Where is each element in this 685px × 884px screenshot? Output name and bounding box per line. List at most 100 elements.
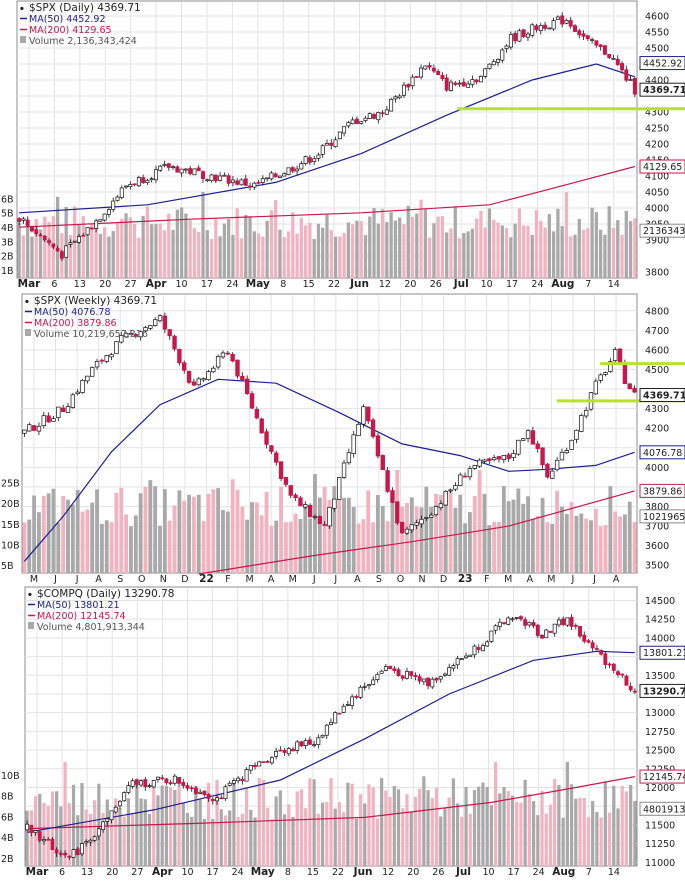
compq-daily-volume-bar (135, 781, 139, 866)
spx-daily-x-tick-label: 12 (379, 279, 391, 290)
spx-daily-candle-body (384, 109, 389, 115)
spx-weekly-volume-bar (322, 486, 327, 573)
spx-weekly-candle-body (70, 394, 76, 408)
compq-daily-candle-body (33, 830, 38, 833)
compq-daily-candle-body (544, 629, 549, 639)
spx-daily-y-tick-label: 3800 (645, 268, 669, 279)
compq-daily-candle-body (303, 740, 308, 746)
spx-weekly-volume-bar (114, 492, 119, 573)
compq-daily-candle-body (430, 678, 435, 688)
spx-daily-volume-bar (338, 236, 342, 278)
compq-daily-volume-bar (257, 777, 261, 866)
compq-daily-volume-bar (190, 816, 194, 866)
compq-daily-volume-bar (586, 817, 591, 866)
spx-weekly-volume-bar (61, 496, 66, 573)
spx-weekly-x-tick-label: 23 (458, 573, 473, 585)
spx-daily-candle-body (337, 131, 342, 140)
spx-daily-candle-body (367, 113, 372, 119)
compq-daily-candle-body (253, 765, 257, 768)
spx-weekly-volume-bar (414, 506, 419, 573)
compq-daily-volume-bar (363, 803, 367, 866)
spx-daily-volume-bar (440, 216, 445, 278)
compq-daily-candle-body (139, 780, 144, 786)
spx-daily-x-tick-label: 20 (99, 279, 111, 290)
spx-daily-candle-body (132, 183, 137, 186)
spx-weekly-x-tick-label: J (53, 574, 57, 585)
compq-daily-candle-body (219, 797, 224, 800)
spx-daily-volume-bar (188, 220, 192, 278)
compq-daily-volume-bar (358, 794, 363, 866)
spx-weekly-volume-bar (385, 521, 390, 573)
spx-weekly-volume-bar (405, 502, 409, 573)
compq-daily-candle-body (172, 775, 177, 784)
compq-daily-volume-bar (481, 782, 485, 866)
spx-daily-volume-bar (509, 237, 513, 278)
spx-weekly-candle-body (603, 372, 608, 375)
spx-daily-volume-bar (98, 234, 103, 278)
compq-daily-volume-bar (422, 776, 426, 866)
compq-daily-candle-body (210, 798, 215, 802)
spx-weekly-x-tick-label: D (181, 574, 188, 585)
spx-daily-volume-bar (427, 237, 432, 278)
spx-daily-volume-bar (594, 212, 599, 278)
spx-weekly-candle-body (186, 370, 192, 383)
compq-daily-volume-bar (266, 807, 270, 866)
compq-daily-candle-body (75, 848, 80, 856)
spx-daily-candle-body (21, 218, 26, 221)
spx-weekly-vol-tick-label: 25B (1, 479, 20, 490)
compq-daily-candle-body (286, 748, 291, 755)
compq-daily-volume-bar (101, 812, 105, 866)
spx-weekly-volume-bar (332, 486, 337, 573)
compq-daily-volume-bar (206, 782, 211, 866)
spx-weekly-candle-body (404, 528, 410, 534)
compq-daily-candle-body (628, 685, 633, 691)
compq-daily-volume-bar (295, 791, 299, 866)
compq-daily-volume-bar (25, 810, 29, 866)
compq-daily-candle-body (624, 675, 629, 686)
spx-daily-candle-body (29, 225, 34, 232)
spx-weekly-volume-bar (206, 493, 211, 573)
spx-daily-candle-body (64, 245, 69, 258)
spx-daily-volume-bar (423, 208, 427, 278)
compq-daily-candle-body (506, 617, 511, 625)
spx-daily-candle-body (106, 209, 111, 215)
spx-weekly-y-tick-label: 4300 (645, 404, 669, 415)
compq-daily-volume-bar (105, 799, 109, 866)
spx-weekly-volume-bar (254, 502, 259, 573)
spx-weekly-x-tick-label: F (484, 574, 489, 585)
compq-daily-x-tick-label: 13 (81, 867, 93, 878)
compq-daily-candle-body (413, 674, 418, 677)
compq-daily-candle-body (231, 780, 236, 784)
spx-daily-y-tick-label: 4300 (645, 108, 669, 119)
spx-daily-x-tick-label: 24 (531, 279, 543, 290)
compq-daily-candle-body (417, 676, 422, 682)
compq-daily-volume-bar (173, 789, 177, 866)
compq-daily-candle-body (206, 794, 211, 799)
spx-weekly-candle-body (211, 367, 216, 373)
spx-weekly-volume-bar (453, 507, 458, 573)
spx-daily-value-tag-text: 4369.71 (643, 85, 685, 96)
spx-daily-candle-body (602, 45, 607, 55)
spx-weekly-y-tick-label: 4700 (645, 326, 669, 337)
spx-daily-candle-body (145, 180, 150, 184)
spx-daily-y-tick-label: 4250 (645, 124, 669, 135)
spx-daily-volume-bar (551, 231, 556, 278)
compq-daily-y-tick-label: 11000 (645, 858, 675, 869)
compq-daily-volume-bar (502, 787, 506, 866)
compq-daily-candle-body (569, 616, 574, 627)
spx-weekly-volume-bar (613, 511, 618, 573)
spx-daily-candle-body (449, 81, 453, 91)
spx-daily-volume-bar (55, 196, 60, 278)
compq-daily-volume-bar (253, 817, 257, 866)
spx-weekly-candle-body (351, 434, 356, 454)
compq-daily-volume-bar (270, 818, 274, 866)
compq-daily-volume-bar (312, 779, 316, 866)
compq-daily-candle-body (37, 831, 42, 841)
spx-daily-candle-body (342, 126, 347, 134)
spx-daily-volume-bar (513, 223, 517, 278)
spx-daily-candle-body (504, 45, 509, 49)
spx-daily-legend-swatch (20, 36, 26, 43)
compq-daily-volume-bar (515, 801, 519, 866)
